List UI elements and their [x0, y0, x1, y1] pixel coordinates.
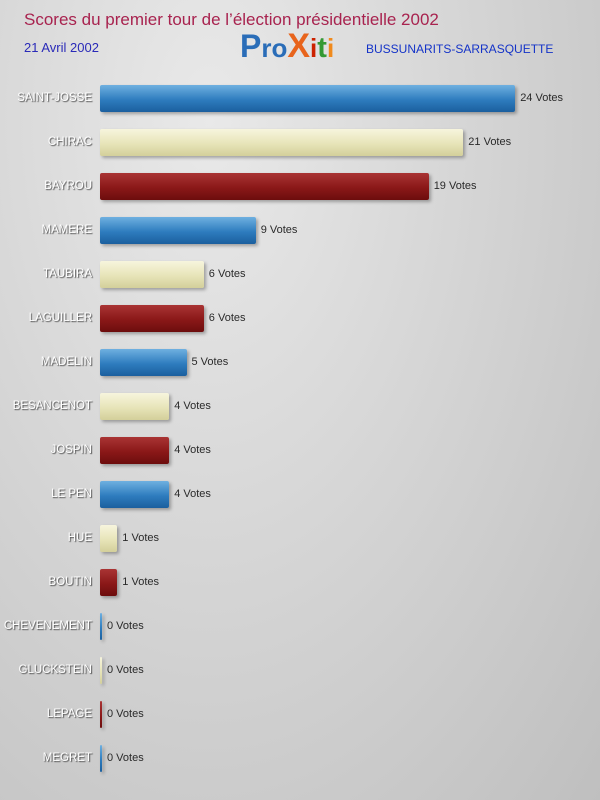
vote-count: 0 Votes [107, 752, 144, 764]
vote-bar [100, 128, 464, 156]
candidate-label: LE PEN [51, 488, 92, 500]
bar-area: 0 Votes [100, 648, 600, 692]
chart-row: GLUCKSTEIN 0 Votes [0, 648, 600, 692]
vote-count: 4 Votes [174, 444, 211, 456]
vote-bar [100, 568, 118, 596]
chart-row: TAUBIRA 6 Votes [0, 252, 600, 296]
candidate-label: SAINT-JOSSE [17, 92, 92, 104]
logo-letter: r [261, 33, 272, 63]
vote-bar [100, 744, 102, 772]
chart-row: BESANCENOT 4 Votes [0, 384, 600, 428]
candidate-label: MAMERE [41, 224, 92, 236]
logo-letter: P [240, 28, 262, 64]
vote-bar [100, 84, 516, 112]
header: Scores du premier tour de l’élection pré… [0, 0, 600, 76]
bar-area: 1 Votes [100, 560, 600, 604]
vote-bar [100, 524, 118, 552]
vote-count: 5 Votes [191, 356, 229, 368]
bar-area: 0 Votes [100, 604, 600, 648]
candidate-label: BAYROU [44, 180, 92, 192]
vote-count: 0 Votes [107, 708, 144, 720]
bar-area: 6 Votes [100, 252, 600, 296]
candidate-label: BOUTIN [48, 576, 92, 588]
chart-row: SAINT-JOSSE 24 Votes [0, 76, 600, 120]
logo-letter: X [287, 27, 311, 65]
proxiti-logo: ProXiti [240, 26, 334, 73]
date-label: 21 Avril 2002 [24, 40, 99, 55]
vote-bar [100, 436, 170, 464]
chart-row: CHEVENEMENT 0 Votes [0, 604, 600, 648]
bar-area: 9 Votes [100, 208, 600, 252]
vote-count: 19 Votes [433, 180, 477, 192]
candidate-label: JOSPIN [50, 444, 92, 456]
vote-count: 6 Votes [208, 312, 246, 324]
candidate-label: MADELIN [40, 356, 92, 368]
chart-row: LEPAGE 0 Votes [0, 692, 600, 736]
bar-area: 1 Votes [100, 516, 600, 560]
chart-row: JOSPIN 4 Votes [0, 428, 600, 472]
vote-count: 24 Votes [520, 92, 564, 104]
chart: SAINT-JOSSE 24 Votes CHIRAC 21 Votes BAYROU 1… [0, 76, 600, 780]
bar-area: 24 Votes [100, 76, 600, 120]
vote-count: 1 Votes [122, 532, 159, 544]
vote-bar [100, 480, 170, 508]
vote-bar [100, 216, 256, 244]
chart-row: BOUTIN 1 Votes [0, 560, 600, 604]
logo-letter: i [326, 33, 335, 63]
vote-bar [100, 700, 102, 728]
vote-count: 21 Votes [468, 136, 512, 148]
candidate-label: MEGRET [42, 752, 92, 764]
candidate-label: CHEVENEMENT [3, 620, 92, 632]
candidate-label: BESANCENOT [12, 400, 92, 412]
vote-count: 9 Votes [260, 224, 298, 236]
bar-area: 0 Votes [100, 692, 600, 736]
candidate-label: HUE [67, 532, 92, 544]
chart-row: CHIRAC 21 Votes [0, 120, 600, 164]
chart-row: MADELIN 5 Votes [0, 340, 600, 384]
chart-row: BAYROU 19 Votes [0, 164, 600, 208]
chart-row: MEGRET 0 Votes [0, 736, 600, 780]
vote-bar [100, 172, 429, 200]
vote-bar [100, 612, 102, 640]
logo-letter: i [310, 33, 318, 63]
bar-area: 21 Votes [100, 120, 600, 164]
chart-row: MAMERE 9 Votes [0, 208, 600, 252]
chart-row: LAGUILLER 6 Votes [0, 296, 600, 340]
vote-bar [100, 656, 102, 684]
page-title: Scores du premier tour de l’élection pré… [24, 10, 439, 29]
vote-count: 4 Votes [174, 488, 211, 500]
chart-row: LE PEN 4 Votes [0, 472, 600, 516]
candidate-label: LEPAGE [46, 708, 92, 720]
vote-bar [100, 304, 204, 332]
bar-area: 4 Votes [100, 428, 600, 472]
vote-count: 0 Votes [107, 664, 144, 676]
location-label: BUSSUNARITS-SARRASQUETTE [366, 42, 554, 56]
vote-count: 0 Votes [107, 620, 144, 632]
candidate-label: GLUCKSTEIN [18, 664, 93, 676]
candidate-label: LAGUILLER [28, 312, 92, 324]
bar-area: 4 Votes [100, 472, 600, 516]
candidate-label: TAUBIRA [43, 268, 92, 280]
vote-count: 4 Votes [174, 400, 211, 412]
logo-letter: t [317, 32, 327, 64]
bar-area: 0 Votes [100, 736, 600, 780]
candidate-label: CHIRAC [47, 136, 92, 148]
chart-row: HUE 1 Votes [0, 516, 600, 560]
vote-bar [100, 348, 187, 376]
bar-area: 5 Votes [100, 340, 600, 384]
vote-bar [100, 260, 204, 288]
bar-area: 19 Votes [100, 164, 600, 208]
bar-area: 4 Votes [100, 384, 600, 428]
vote-count: 6 Votes [208, 268, 246, 280]
vote-count: 1 Votes [122, 576, 159, 588]
bar-area: 6 Votes [100, 296, 600, 340]
vote-bar [100, 392, 170, 420]
logo-letter: o [271, 33, 288, 63]
